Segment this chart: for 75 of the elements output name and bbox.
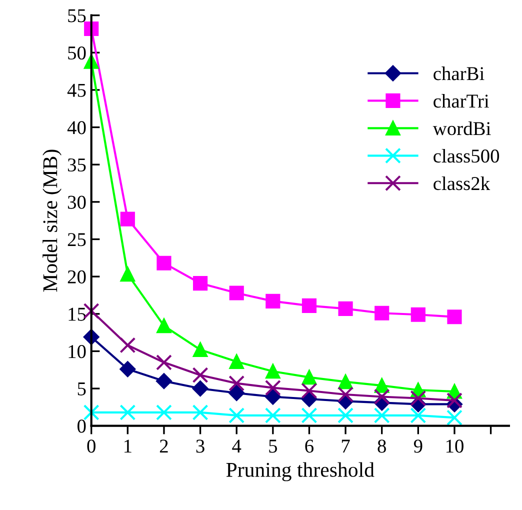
point: [266, 294, 280, 308]
y-tick-label: 5: [78, 382, 86, 396]
y-tick-label: 0: [78, 420, 86, 433]
x-axis-title: Pruning threshold: [226, 462, 374, 482]
y-tick-label: 25: [68, 233, 86, 246]
legend-label: wordBi: [432, 121, 491, 136]
y-tick-label: 20: [68, 270, 86, 284]
legend-label: class500: [434, 148, 500, 163]
point: [302, 370, 317, 385]
y-tick-label: 15: [68, 308, 86, 321]
point: [301, 407, 318, 424]
point: [374, 407, 390, 424]
point: [156, 354, 172, 370]
point: [228, 385, 245, 401]
point: [120, 404, 136, 420]
x-tick-label: 8: [378, 440, 386, 453]
point: [120, 212, 135, 226]
point: [83, 404, 100, 420]
point: [156, 373, 172, 389]
point: [120, 267, 135, 282]
x-tick-label: 0: [87, 440, 96, 453]
point: [156, 404, 172, 420]
x-tick-label: 2: [160, 440, 168, 453]
point: [410, 307, 426, 322]
y-tick-label: 10: [68, 345, 86, 358]
point: [192, 276, 208, 291]
y-tick-label: 50: [68, 46, 86, 60]
point: [338, 374, 353, 390]
x-tick-label: 1: [124, 440, 132, 453]
point: [338, 407, 354, 424]
x-tick-label: 4: [232, 440, 242, 453]
point: [374, 378, 390, 393]
point: [156, 256, 172, 270]
point: [266, 364, 280, 379]
point: [338, 386, 354, 402]
legend-label: class2k: [434, 176, 490, 190]
point: [192, 404, 208, 420]
point: [156, 318, 172, 334]
point: [264, 407, 281, 424]
legend-label: charTri: [434, 94, 489, 108]
point: [120, 337, 136, 354]
point: [302, 298, 317, 313]
x-tick-label: 9: [414, 440, 422, 453]
x-tick-label: 6: [305, 440, 314, 453]
x-tick-label: 3: [196, 440, 204, 453]
point: [410, 390, 426, 406]
y-tick-label: 35: [68, 158, 86, 172]
point: [410, 407, 426, 424]
point: [446, 410, 462, 426]
point: [120, 361, 136, 378]
point: [374, 306, 390, 320]
point: [447, 310, 462, 324]
point: [192, 342, 208, 358]
x-tick-label: 10: [446, 440, 464, 453]
y-axis-title: Model size (MB): [42, 150, 62, 292]
point: [192, 380, 208, 396]
x-tick-label: 7: [342, 440, 350, 453]
y-tick-label: 55: [68, 9, 86, 22]
point: [264, 380, 281, 396]
point: [301, 382, 318, 399]
point: [301, 391, 318, 407]
x-tick-label: 5: [269, 440, 278, 453]
legend-label: charBi: [434, 66, 484, 80]
point: [228, 375, 245, 392]
point: [192, 367, 208, 384]
point: [228, 407, 245, 424]
point: [229, 286, 244, 300]
point: [338, 301, 353, 316]
point: [229, 354, 244, 369]
y-tick-label: 45: [67, 84, 86, 97]
y-tick-label: 40: [67, 121, 86, 134]
point: [446, 392, 462, 408]
y-tick-label: 30: [68, 196, 86, 209]
point: [264, 388, 281, 405]
point: [374, 388, 390, 405]
